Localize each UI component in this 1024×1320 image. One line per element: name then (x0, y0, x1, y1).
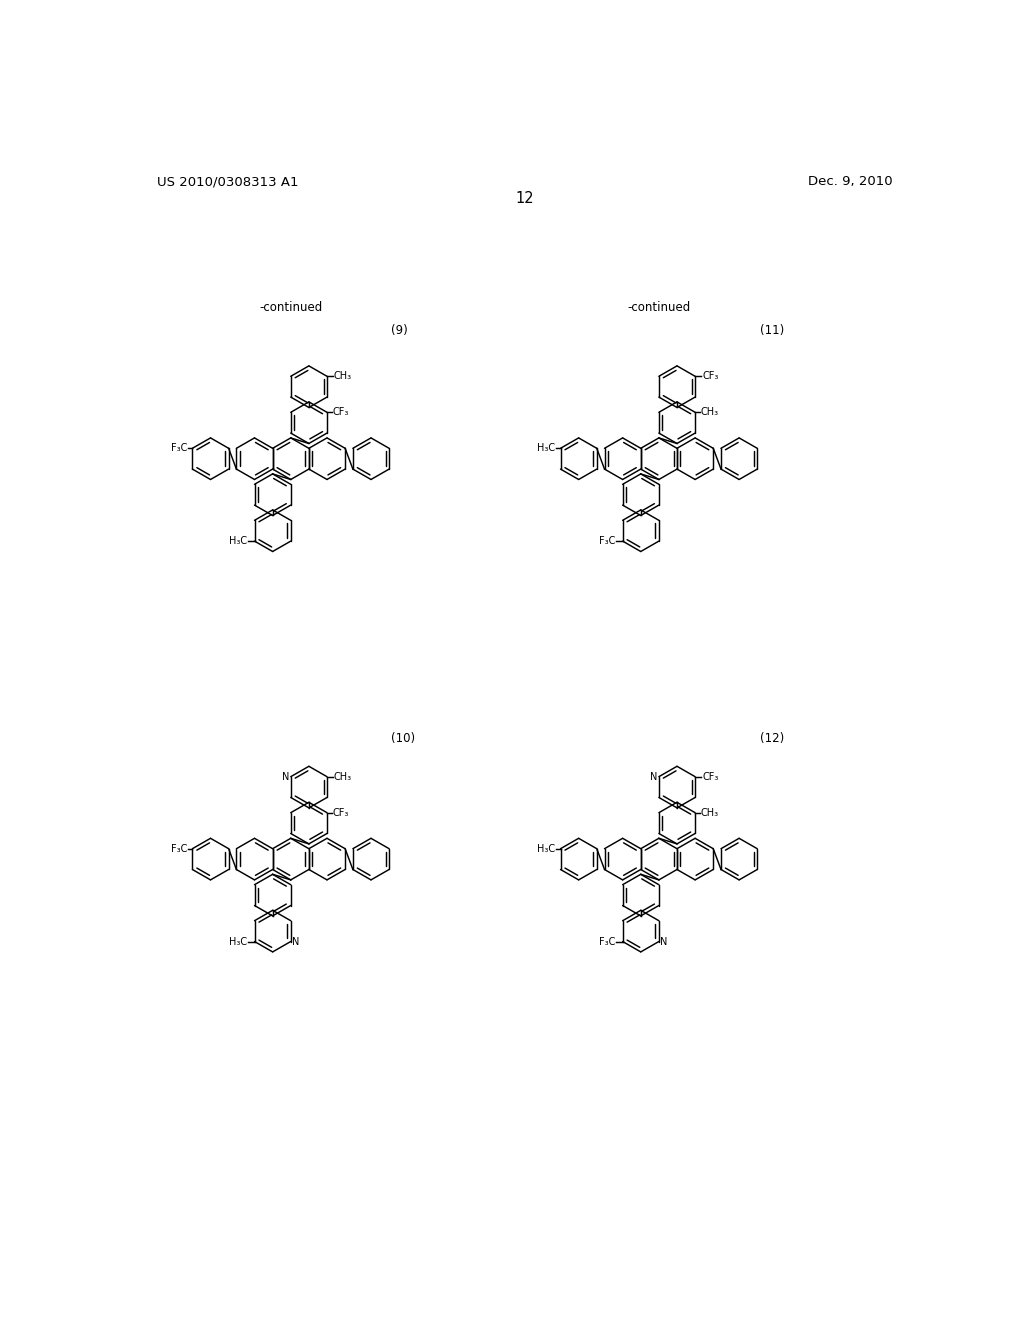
Text: 12: 12 (515, 191, 535, 206)
Text: CF₃: CF₃ (333, 808, 349, 817)
Text: (9): (9) (391, 323, 409, 337)
Text: CH₃: CH₃ (334, 371, 352, 381)
Text: N: N (660, 936, 668, 946)
Text: F₃C: F₃C (599, 536, 615, 546)
Text: US 2010/0308313 A1: US 2010/0308313 A1 (158, 176, 299, 189)
Text: H₃C: H₃C (229, 936, 248, 946)
Text: H₃C: H₃C (537, 444, 555, 453)
Text: CH₃: CH₃ (700, 808, 719, 817)
Text: N: N (650, 772, 657, 781)
Text: (11): (11) (760, 323, 784, 337)
Text: H₃C: H₃C (229, 536, 248, 546)
Text: (10): (10) (391, 733, 416, 744)
Text: F₃C: F₃C (171, 444, 187, 453)
Text: N: N (292, 936, 300, 946)
Text: -continued: -continued (259, 301, 323, 314)
Text: N: N (282, 772, 289, 781)
Text: CF₃: CF₃ (702, 371, 719, 381)
Text: CH₃: CH₃ (700, 408, 719, 417)
Text: H₃C: H₃C (537, 843, 555, 854)
Text: CF₃: CF₃ (333, 408, 349, 417)
Text: F₃C: F₃C (171, 843, 187, 854)
Text: Dec. 9, 2010: Dec. 9, 2010 (808, 176, 892, 189)
Text: CF₃: CF₃ (702, 772, 719, 781)
Text: (12): (12) (760, 733, 784, 744)
Text: CH₃: CH₃ (334, 772, 352, 781)
Text: F₃C: F₃C (599, 936, 615, 946)
Text: -continued: -continued (628, 301, 690, 314)
